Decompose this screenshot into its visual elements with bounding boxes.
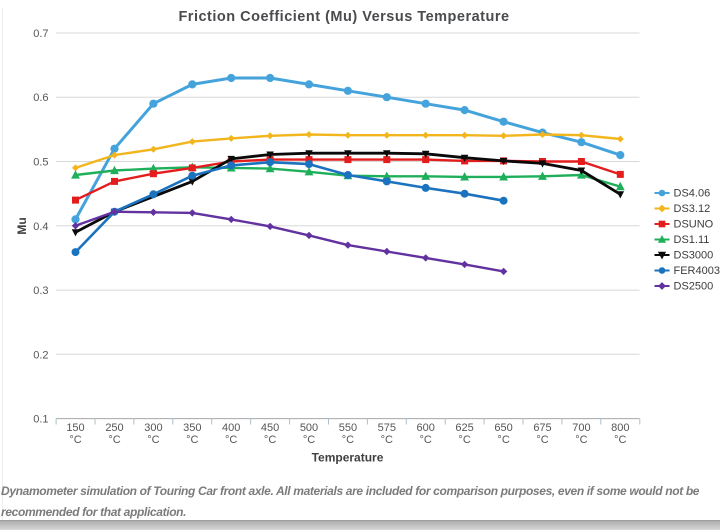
- svg-text:500: 500: [300, 422, 318, 434]
- svg-text:DS4.06: DS4.06: [674, 188, 711, 200]
- svg-text:Friction Coefficient (Mu) Vers: Friction Coefficient (Mu) Versus Tempera…: [178, 9, 509, 25]
- svg-text:0.1: 0.1: [33, 414, 48, 426]
- svg-text:150: 150: [66, 422, 84, 434]
- svg-text:450: 450: [261, 422, 279, 434]
- svg-text:DS3000: DS3000: [674, 250, 714, 262]
- svg-text:0.3: 0.3: [33, 285, 48, 297]
- svg-text:DS3.12: DS3.12: [674, 203, 711, 215]
- svg-text:Mu: Mu: [15, 217, 29, 234]
- svg-text:675: 675: [533, 422, 551, 434]
- svg-text:°C: °C: [303, 434, 315, 446]
- svg-text:0.4: 0.4: [33, 221, 48, 233]
- svg-text:700: 700: [572, 422, 590, 434]
- svg-text:°C: °C: [420, 434, 432, 446]
- svg-text:DSUNO: DSUNO: [674, 219, 714, 231]
- svg-text:650: 650: [494, 422, 512, 434]
- svg-text:FER4003: FER4003: [674, 265, 720, 277]
- svg-text:575: 575: [378, 422, 396, 434]
- svg-text:DS1.11: DS1.11: [674, 234, 710, 246]
- svg-text:DS2500: DS2500: [674, 281, 714, 293]
- svg-text:°C: °C: [108, 434, 120, 446]
- svg-text:°C: °C: [614, 434, 626, 446]
- svg-text:400: 400: [222, 422, 240, 434]
- svg-text:°C: °C: [264, 434, 276, 446]
- svg-text:°C: °C: [536, 434, 548, 446]
- svg-text:250: 250: [105, 422, 123, 434]
- svg-text:°C: °C: [381, 434, 393, 446]
- svg-text:°C: °C: [342, 434, 354, 446]
- svg-text:600: 600: [417, 422, 435, 434]
- svg-text:350: 350: [183, 422, 201, 434]
- svg-text:300: 300: [144, 422, 162, 434]
- svg-text:800: 800: [611, 422, 629, 434]
- svg-text:°C: °C: [147, 434, 159, 446]
- svg-text:Temperature: Temperature: [312, 451, 384, 465]
- svg-text:°C: °C: [69, 434, 81, 446]
- svg-text:°C: °C: [458, 434, 470, 446]
- svg-text:0.6: 0.6: [33, 92, 48, 104]
- svg-text:°C: °C: [575, 434, 587, 446]
- svg-text:550: 550: [339, 422, 357, 434]
- svg-text:0.2: 0.2: [33, 349, 48, 361]
- svg-text:0.7: 0.7: [33, 28, 48, 40]
- svg-text:°C: °C: [497, 434, 509, 446]
- svg-text:°C: °C: [225, 434, 237, 446]
- svg-text:°C: °C: [186, 434, 198, 446]
- svg-text:625: 625: [455, 422, 473, 434]
- svg-text:0.5: 0.5: [33, 157, 48, 169]
